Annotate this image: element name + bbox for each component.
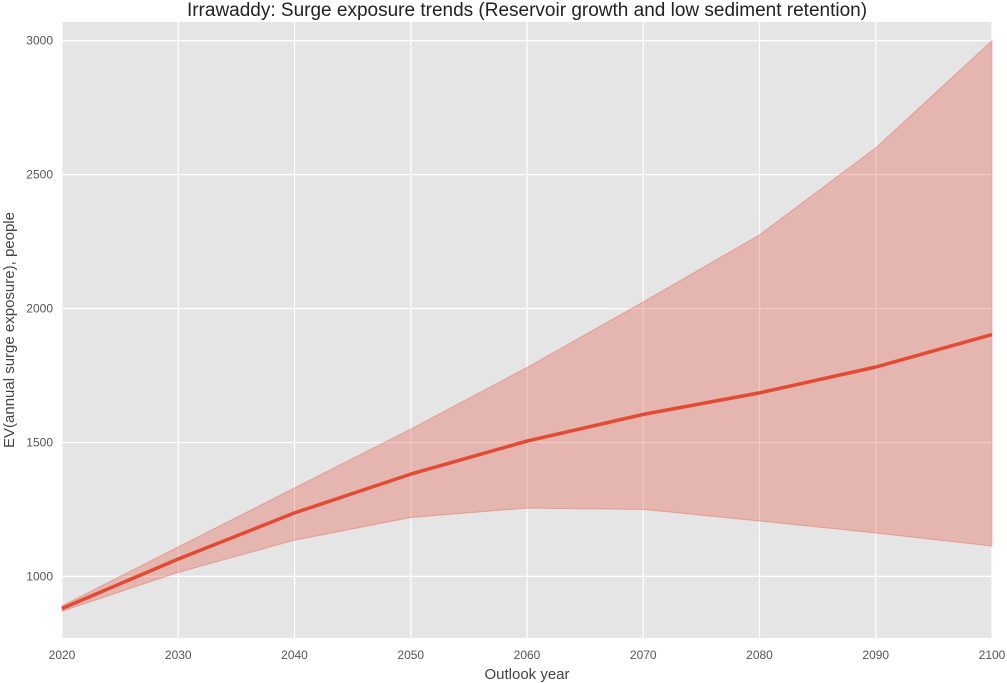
x-tick-label: 2030 xyxy=(165,648,192,662)
x-tick-label: 2090 xyxy=(862,648,889,662)
y-tick-label: 1500 xyxy=(26,435,53,449)
x-tick-label: 2100 xyxy=(979,648,1006,662)
chart-title: Irrawaddy: Surge exposure trends (Reserv… xyxy=(187,0,867,21)
x-tick-label: 2040 xyxy=(281,648,308,662)
y-tick-label: 3000 xyxy=(26,34,53,48)
y-axis-label: EV(annual surge exposure), people xyxy=(1,212,18,448)
mean-line xyxy=(61,332,993,611)
y-tick-label: 2500 xyxy=(26,168,53,182)
y-tick-label: 2000 xyxy=(26,302,53,316)
x-tick-label: 2080 xyxy=(746,648,773,662)
x-tick-label: 2020 xyxy=(49,648,76,662)
x-axis-label: Outlook year xyxy=(484,666,569,683)
x-tick-labels: 2020 2030 2040 2050 2060 2070 2080 2090 2100 xyxy=(49,648,1006,662)
x-tick-label: 2070 xyxy=(630,648,657,662)
y-tick-label: 1000 xyxy=(26,569,53,583)
x-tick-label: 2050 xyxy=(397,648,424,662)
uncertainty-band xyxy=(61,39,993,612)
y-tick-labels: 1000 1500 2000 2500 3000 xyxy=(26,34,53,584)
x-tick-label: 2060 xyxy=(514,648,541,662)
